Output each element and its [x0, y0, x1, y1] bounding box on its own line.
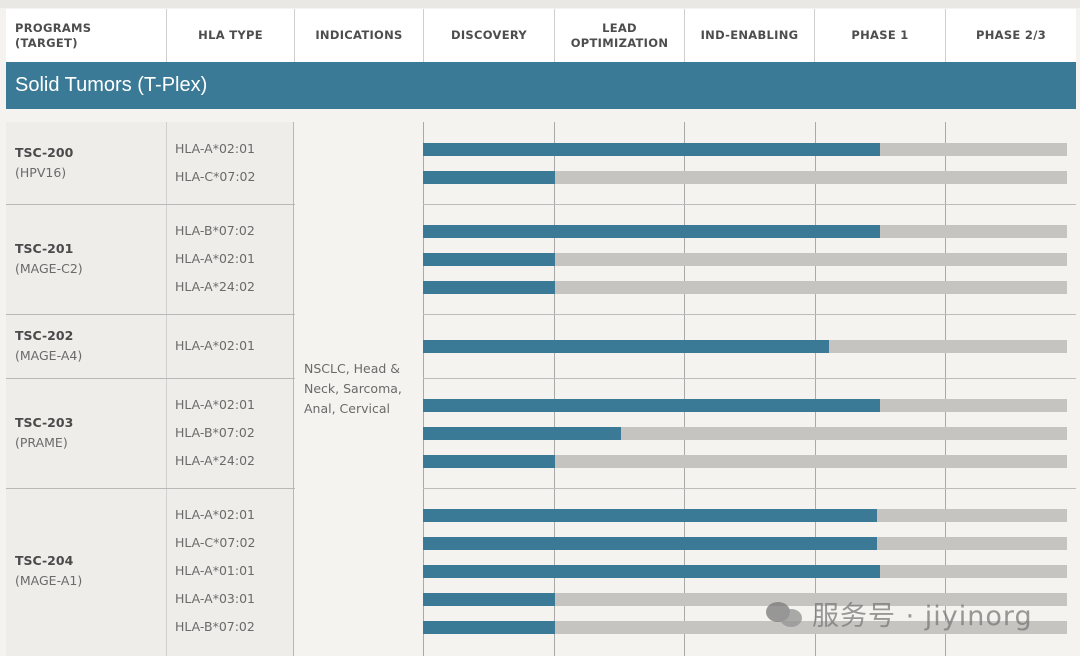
- hla-type-label: HLA-C*07:02: [175, 535, 256, 550]
- group-separator: [6, 314, 295, 315]
- indications-text: NSCLC, Head & Neck, Sarcoma, Anal, Cervi…: [304, 361, 402, 416]
- hla-type-label: HLA-A*24:02: [175, 453, 255, 468]
- header-phase-1: PHASE 1: [814, 9, 945, 62]
- progress-track: [423, 171, 1067, 184]
- header-phase-2-3: PHASE 2/3: [945, 9, 1076, 62]
- progress-track: [423, 340, 1067, 353]
- section-title: Solid Tumors (T-Plex): [15, 74, 208, 96]
- header-hla-type: HLA TYPE: [166, 9, 294, 62]
- program-code: TSC-201: [15, 241, 74, 256]
- program-label: TSC-200 (HPV16): [15, 143, 73, 183]
- progress-track: [423, 509, 1067, 522]
- group-separator: [6, 378, 295, 379]
- programs-column: [6, 122, 166, 656]
- progress-track: [423, 455, 1067, 468]
- program-target: (PRAME): [15, 435, 68, 450]
- watermark-text: 服务号 · jiyinorg: [812, 601, 1033, 632]
- hla-type-label: HLA-A*24:02: [175, 279, 255, 294]
- progress-bar: [423, 143, 881, 156]
- program-label: TSC-204 (MAGE-A1): [15, 551, 82, 591]
- program-label: TSC-203 (PRAME): [15, 413, 73, 453]
- group-separator: [423, 488, 1076, 489]
- hla-type-label: HLA-A*02:01: [175, 251, 255, 266]
- hla-type-label: HLA-A*02:01: [175, 507, 255, 522]
- program-target: (MAGE-C2): [15, 261, 83, 276]
- progress-track: [423, 565, 1067, 578]
- progress-track: [423, 621, 1067, 634]
- program-target: (HPV16): [15, 165, 67, 180]
- progress-bar: [423, 253, 556, 266]
- progress-track: [423, 399, 1067, 412]
- hla-type-label: HLA-A*02:01: [175, 338, 255, 353]
- progress-track: [423, 427, 1067, 440]
- hla-column: [166, 122, 294, 656]
- top-strip: [0, 0, 1080, 8]
- stage-divider: [684, 122, 686, 656]
- group-separator: [6, 204, 295, 205]
- progress-track: [423, 593, 1067, 606]
- table-header: PROGRAMS (TARGET) HLA TYPE INDICATIONS D…: [6, 9, 1076, 62]
- hla-type-label: HLA-B*07:02: [175, 619, 255, 634]
- progress-bar: [423, 399, 881, 412]
- progress-bar: [423, 509, 878, 522]
- hla-type-label: HLA-B*07:02: [175, 425, 255, 440]
- group-separator: [6, 488, 295, 489]
- progress-track: [423, 281, 1067, 294]
- program-target: (MAGE-A1): [15, 573, 83, 588]
- program-label: TSC-201 (MAGE-C2): [15, 239, 83, 279]
- progress-bar: [423, 171, 556, 184]
- hla-type-label: HLA-A*02:01: [175, 397, 255, 412]
- wechat-icon: [766, 600, 804, 628]
- hla-type-label: HLA-A*03:01: [175, 591, 255, 606]
- group-separator: [423, 378, 1076, 379]
- hla-type-label: HLA-B*07:02: [175, 223, 255, 238]
- progress-bar: [423, 537, 878, 550]
- indications-column: [294, 122, 423, 656]
- header-discovery: DISCOVERY: [423, 9, 554, 62]
- stage-divider: [814, 122, 816, 656]
- progress-track: [423, 225, 1067, 238]
- header-lead-optimization: LEAD OPTIMIZATION: [554, 9, 684, 62]
- progress-bar: [423, 621, 556, 634]
- program-label: TSC-202 (MAGE-A4): [15, 326, 82, 366]
- program-code: TSC-204: [15, 553, 74, 568]
- pipeline-table: NSCLC, Head & Neck, Sarcoma, Anal, Cervi…: [6, 122, 1076, 656]
- group-separator: [423, 204, 1076, 205]
- progress-bar: [423, 281, 556, 294]
- header-indications: INDICATIONS: [294, 9, 423, 62]
- watermark: 服务号 · jiyinorg: [766, 594, 1033, 633]
- progress-track: [423, 143, 1067, 156]
- progress-track: [423, 537, 1067, 550]
- hla-type-label: HLA-A*01:01: [175, 563, 255, 578]
- program-target: (MAGE-A4): [15, 348, 83, 363]
- progress-bar: [423, 455, 556, 468]
- hla-type-label: HLA-C*07:02: [175, 169, 256, 184]
- program-code: TSC-202: [15, 328, 74, 343]
- progress-bar: [423, 225, 881, 238]
- program-code: TSC-200: [15, 145, 74, 160]
- header-programs: PROGRAMS (TARGET): [15, 20, 92, 50]
- progress-track: [423, 253, 1067, 266]
- header-ind-enabling: IND-ENABLING: [684, 9, 814, 62]
- group-separator: [423, 314, 1076, 315]
- program-code: TSC-203: [15, 415, 74, 430]
- stage-divider: [945, 122, 947, 656]
- progress-bar: [423, 340, 829, 353]
- stage-divider: [553, 122, 555, 656]
- section-banner: Solid Tumors (T-Plex): [6, 62, 1076, 109]
- progress-bar: [423, 565, 881, 578]
- stage-grid: [423, 122, 1076, 656]
- progress-bar: [423, 427, 622, 440]
- stage-divider: [423, 122, 424, 656]
- progress-bar: [423, 593, 556, 606]
- hla-type-label: HLA-A*02:01: [175, 141, 255, 156]
